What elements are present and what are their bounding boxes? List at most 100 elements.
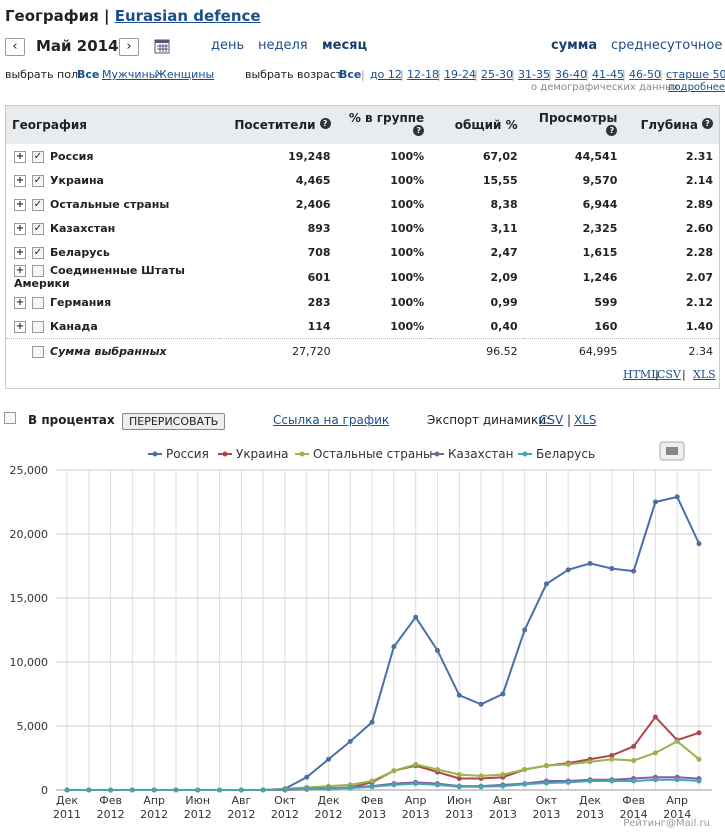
age-option[interactable]: 31-35 xyxy=(518,68,550,81)
mode[interactable]: сумма xyxy=(551,38,598,53)
legend-label[interactable]: Украина xyxy=(236,447,289,461)
expand-icon[interactable]: + xyxy=(14,265,26,277)
cell: 2.28 xyxy=(623,240,719,264)
chart-link[interactable]: Ссылка на график xyxy=(273,413,390,427)
cell: 2.14 xyxy=(623,168,719,192)
cell: 708 xyxy=(220,240,336,264)
demo-link[interactable]: подробнее xyxy=(668,82,725,93)
legend-label[interactable]: Россия xyxy=(166,447,209,461)
help-icon[interactable]: ? xyxy=(606,125,618,136)
percent-checkbox[interactable] xyxy=(4,412,16,424)
point xyxy=(500,691,506,697)
export-link[interactable]: HTML xyxy=(623,368,659,381)
cell-text: Украина xyxy=(50,173,104,187)
column-header: География xyxy=(6,106,221,144)
point xyxy=(195,787,201,793)
total-row: Сумма выбранных 27,720 96.52 64,995 2.34 xyxy=(6,338,719,364)
point xyxy=(391,768,397,774)
cell-text: 6,944 xyxy=(582,197,618,211)
age-option[interactable]: 41-45 xyxy=(592,68,624,81)
age-option[interactable]: 36-40 xyxy=(555,68,587,81)
expand-icon[interactable]: + xyxy=(14,198,26,211)
age-label: выбрать возраст: xyxy=(245,68,347,81)
help-icon[interactable]: ? xyxy=(319,118,331,129)
checkbox[interactable]: ✓ xyxy=(32,150,44,163)
point xyxy=(413,614,419,620)
export-link[interactable]: XLS xyxy=(574,413,597,427)
data-row: + Германия 283 100% 0,99 599 2.12 xyxy=(6,290,719,314)
cell: 0,40 xyxy=(430,314,523,339)
cell-text: 2,47 xyxy=(490,245,518,259)
point xyxy=(631,743,637,749)
period[interactable]: неделя xyxy=(258,38,308,53)
point xyxy=(434,782,440,788)
mode[interactable]: среднесуточное xyxy=(611,38,723,53)
age-option[interactable]: Все xyxy=(339,68,362,81)
checkbox[interactable]: ✓ xyxy=(32,246,44,259)
point xyxy=(304,786,310,792)
cell: 2.31 xyxy=(623,144,719,168)
age-option[interactable]: 46-50 xyxy=(629,68,661,81)
age-option[interactable]: старше 50 xyxy=(666,68,725,81)
point xyxy=(674,777,680,783)
point xyxy=(238,787,244,793)
calendar-icon[interactable] xyxy=(154,38,171,54)
gender-option[interactable]: Мужчины xyxy=(102,68,158,81)
cell: 100% xyxy=(337,264,431,290)
cell: 19,248 xyxy=(220,144,336,168)
point xyxy=(674,494,680,500)
expand-icon[interactable]: + xyxy=(14,174,26,187)
cell-text: 4,465 xyxy=(295,173,331,187)
cell-text: Канада xyxy=(50,319,98,333)
series-line xyxy=(67,778,700,791)
legend-label[interactable]: Остальные страны xyxy=(313,447,433,461)
help-icon[interactable]: ? xyxy=(702,118,713,129)
cell: 2,406 xyxy=(220,192,336,216)
cell-text: 100% xyxy=(390,149,425,163)
checkbox[interactable] xyxy=(32,345,44,358)
expand-icon[interactable]: + xyxy=(14,222,26,235)
age-option[interactable]: 25-30 xyxy=(481,68,513,81)
column-header: Глубина? xyxy=(623,106,719,144)
export-link[interactable]: XLS xyxy=(693,368,716,381)
redraw-button[interactable]: ПЕРЕРИСОВАТЬ xyxy=(122,413,226,430)
gender-option[interactable]: Все xyxy=(77,68,100,81)
age-option[interactable]: до 12 xyxy=(370,68,402,81)
checkbox[interactable]: ✓ xyxy=(32,222,44,235)
prev-button[interactable]: ‹ xyxy=(5,38,25,56)
period[interactable]: месяц xyxy=(322,38,368,53)
checkbox[interactable]: ✓ xyxy=(32,198,44,211)
checkbox[interactable] xyxy=(32,296,44,309)
column-header: Просмотры? xyxy=(523,106,624,144)
expand-icon[interactable]: + xyxy=(14,246,26,259)
cell-text: Россия xyxy=(50,149,94,163)
x-tick-label: Апр 2013 xyxy=(402,794,430,821)
checkbox[interactable] xyxy=(32,265,44,277)
checkbox[interactable]: ✓ xyxy=(32,174,44,187)
period[interactable]: день xyxy=(211,38,245,53)
help-icon[interactable]: ? xyxy=(413,125,425,136)
checkbox[interactable] xyxy=(32,320,44,333)
cell: 9,570 xyxy=(524,168,624,192)
legend-label[interactable]: Казахстан xyxy=(448,447,514,461)
gender-option[interactable]: Женщины xyxy=(155,68,215,81)
expand-icon[interactable]: + xyxy=(14,296,26,309)
age-option[interactable]: 12-18 xyxy=(407,68,439,81)
expand-icon[interactable]: + xyxy=(14,150,26,163)
cell-text: 0,40 xyxy=(490,319,518,333)
cell-text: 64,995 xyxy=(578,344,618,358)
next-button[interactable]: › xyxy=(119,38,139,56)
legend-label[interactable]: Беларусь xyxy=(536,447,595,461)
expand-icon[interactable]: + xyxy=(14,320,26,333)
age-option[interactable]: 19-24 xyxy=(444,68,476,81)
site-link[interactable]: Eurasian defence xyxy=(114,7,261,25)
month: Май 2014 xyxy=(36,37,119,55)
export-link[interactable]: CSV xyxy=(539,413,564,427)
point xyxy=(434,647,440,653)
legend-marker xyxy=(434,451,440,457)
x-tick-label: Апр 2012 xyxy=(140,794,168,821)
export-link[interactable]: CSV xyxy=(657,368,681,381)
chart: 0 5,000 10,000 15,000 20,000 25,000 Дек 2011 Фев… xyxy=(10,441,712,829)
point xyxy=(129,787,135,793)
legend-marker xyxy=(522,451,528,457)
